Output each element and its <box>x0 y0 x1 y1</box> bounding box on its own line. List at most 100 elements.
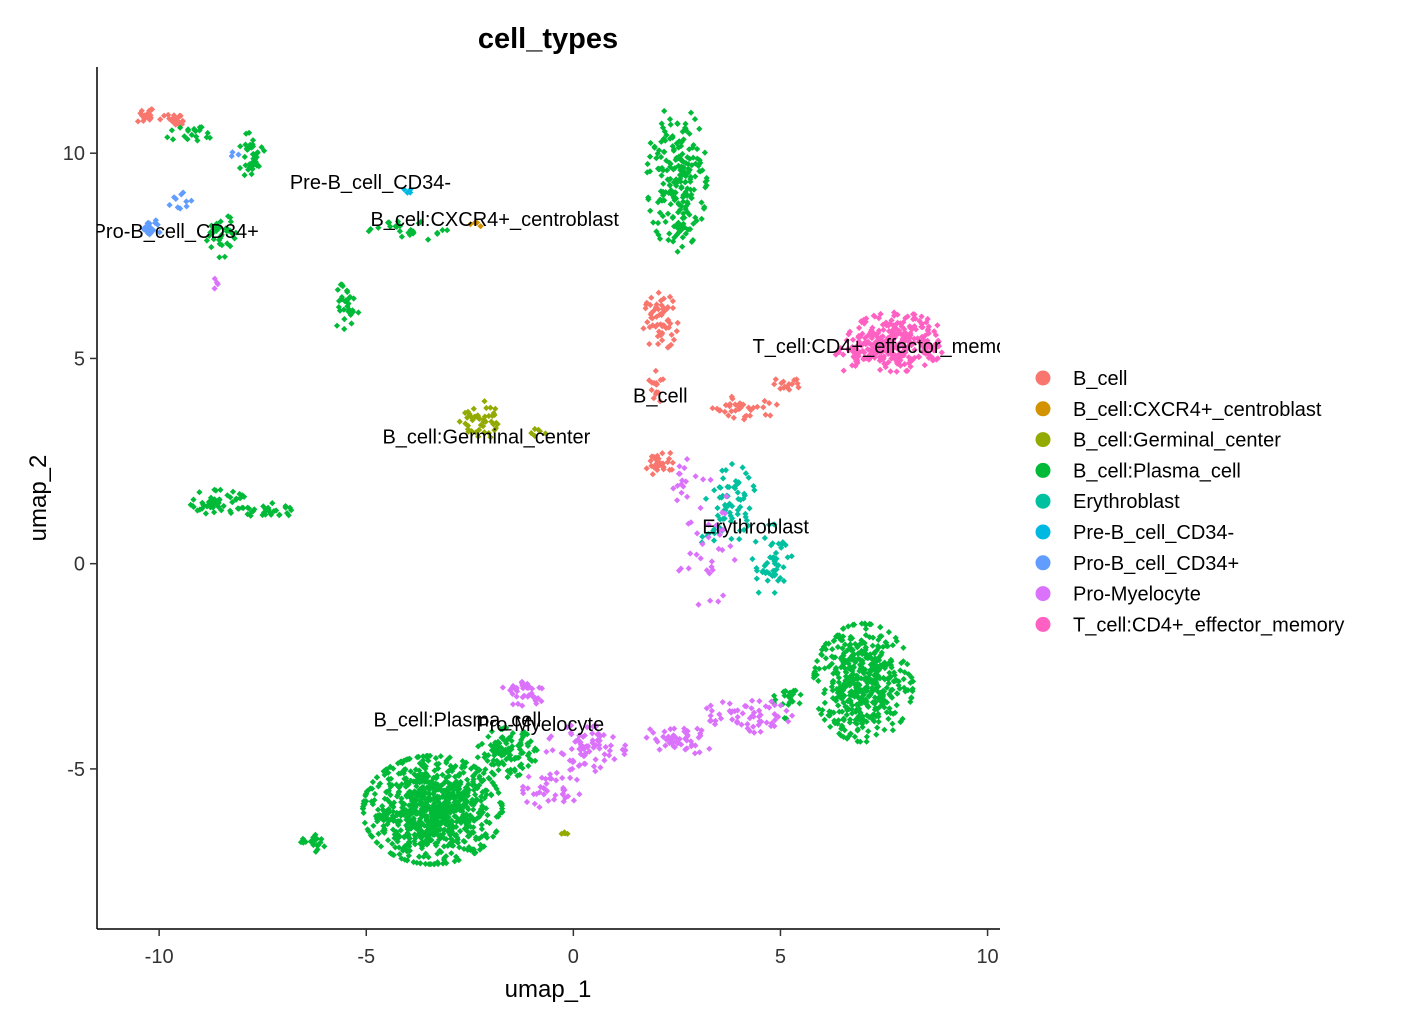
data-point-3 <box>464 846 471 854</box>
data-point-3 <box>486 819 493 827</box>
data-point-3 <box>863 738 870 745</box>
data-point-3 <box>900 644 907 651</box>
data-point-3 <box>528 757 536 765</box>
data-point-0 <box>730 414 737 421</box>
data-point-3 <box>854 680 861 687</box>
data-point-3 <box>843 682 850 690</box>
data-point-2 <box>468 427 475 435</box>
data-point-3 <box>860 675 868 683</box>
data-point-3 <box>850 664 857 671</box>
data-point-7 <box>597 764 604 771</box>
data-point-7 <box>697 504 704 512</box>
data-point-0 <box>656 311 663 318</box>
data-point-3 <box>838 708 846 715</box>
data-point-4 <box>755 589 762 596</box>
data-point-3 <box>482 830 489 838</box>
data-point-0 <box>648 294 655 301</box>
data-point-3 <box>862 644 869 651</box>
data-point-3 <box>416 853 423 860</box>
legend-key <box>1035 462 1051 478</box>
data-point-3 <box>423 832 430 840</box>
data-point-3 <box>249 143 257 150</box>
data-point-3 <box>875 674 882 682</box>
data-point-3 <box>385 807 392 814</box>
data-point-3 <box>872 713 880 720</box>
legend-label: B_cell:CXCR4+_centroblast <box>1073 399 1322 421</box>
data-point-3 <box>164 134 171 141</box>
legend-key <box>1035 524 1051 540</box>
data-point-7 <box>681 464 688 472</box>
data-point-7 <box>602 743 609 751</box>
data-point-2 <box>487 404 494 411</box>
y-axis-title: umap_2 <box>25 455 52 542</box>
data-point-7 <box>545 797 552 804</box>
x-tick-label: 10 <box>976 946 998 968</box>
data-point-3 <box>394 760 402 767</box>
data-point-3 <box>396 851 403 858</box>
data-point-3 <box>654 219 662 227</box>
data-point-0 <box>663 305 671 312</box>
data-point-3 <box>368 798 375 805</box>
data-point-3 <box>442 777 450 784</box>
data-point-3 <box>843 735 851 742</box>
data-point-3 <box>667 121 674 128</box>
data-point-3 <box>493 785 500 792</box>
data-point-3 <box>439 771 446 779</box>
data-point-3 <box>412 796 420 803</box>
data-point-3 <box>475 743 482 750</box>
data-point-2 <box>535 426 542 433</box>
data-point-0 <box>134 118 142 125</box>
data-point-3 <box>875 636 882 644</box>
data-point-7 <box>788 712 796 719</box>
legend: B_cell B_cell:CXCR4+_centroblast B_cell:Ge… <box>1035 368 1344 636</box>
data-point-4 <box>714 504 721 512</box>
data-point-7 <box>683 493 691 500</box>
data-point-3 <box>338 293 346 301</box>
data-point-3 <box>883 699 891 706</box>
data-point-3 <box>862 654 870 661</box>
data-point-3 <box>851 621 858 628</box>
data-point-6 <box>166 201 173 209</box>
data-point-3 <box>840 716 848 724</box>
y-tick-label: -5 <box>67 759 85 781</box>
data-point-3 <box>854 644 861 651</box>
data-point-7 <box>687 550 694 557</box>
data-point-3 <box>443 757 450 765</box>
data-point-0 <box>658 337 666 344</box>
data-point-3 <box>662 218 669 226</box>
data-point-3 <box>661 107 668 115</box>
data-point-3 <box>335 297 343 305</box>
data-point-3 <box>463 824 470 832</box>
data-point-3 <box>395 844 403 851</box>
data-point-7 <box>744 720 751 728</box>
data-point-3 <box>835 679 842 686</box>
data-point-3 <box>440 843 448 850</box>
data-point-3 <box>210 509 218 516</box>
data-point-0 <box>660 305 667 313</box>
data-point-3 <box>855 650 862 657</box>
data-point-7 <box>536 804 543 811</box>
legend-key <box>1035 616 1051 632</box>
data-point-3 <box>693 145 701 153</box>
data-point-3 <box>818 651 825 658</box>
legend-label: Pro-Myelocyte <box>1073 584 1201 606</box>
data-point-7 <box>592 756 599 763</box>
data-point-7 <box>693 530 701 537</box>
data-point-3 <box>236 490 243 498</box>
data-point-3 <box>848 635 856 642</box>
data-point-7 <box>719 698 726 706</box>
data-point-0 <box>166 115 173 122</box>
data-point-3 <box>394 830 401 838</box>
data-point-3 <box>461 763 468 771</box>
points-layer <box>134 106 945 868</box>
data-point-3 <box>821 699 829 707</box>
data-point-3 <box>216 254 223 261</box>
data-point-3 <box>474 815 481 822</box>
data-point-3 <box>830 637 838 644</box>
data-point-0 <box>673 327 680 335</box>
data-point-7 <box>696 749 703 756</box>
data-point-7 <box>708 707 716 714</box>
data-point-0 <box>729 395 736 402</box>
data-point-7 <box>570 797 578 804</box>
data-point-3 <box>833 685 840 693</box>
